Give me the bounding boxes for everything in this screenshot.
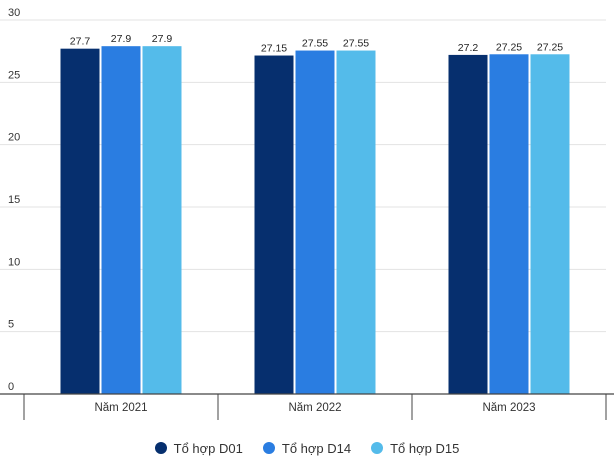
data-label: 27.15	[261, 43, 287, 55]
legend-label: Tổ hợp D01	[173, 440, 243, 456]
x-category-label: Năm 2021	[94, 402, 147, 414]
data-label: 27.9	[111, 33, 132, 45]
x-category-label: Năm 2022	[288, 402, 341, 414]
data-label: 27.2	[458, 42, 479, 54]
legend-item[interactable]: Tổ hợp D15	[371, 441, 459, 456]
data-label: 27.7	[70, 36, 91, 48]
bar-tổ-hợp-d14-0	[101, 46, 141, 395]
y-tick-label: 20	[8, 132, 20, 144]
data-label: 27.25	[537, 41, 563, 53]
bar-tổ-hợp-d01-0	[60, 48, 100, 394]
y-axis-ticks: 0 5 10 15 20 25 30	[8, 7, 20, 393]
data-label: 27.55	[343, 38, 369, 50]
data-label: 27.9	[152, 33, 173, 45]
data-label: 27.55	[302, 38, 328, 50]
legend-item[interactable]: Tổ hợp D14	[262, 440, 352, 456]
legend-label: Tổ hợp D14	[281, 440, 352, 456]
bar-tổ-hợp-d15-1	[336, 50, 376, 394]
bar-tổ-hợp-d14-2	[489, 54, 529, 395]
legend-swatch-icon	[154, 442, 167, 454]
y-tick-label: 30	[8, 7, 20, 19]
legend: Tổ hợp D01 Tổ hợp D14 Tổ hợp D15	[0, 437, 614, 459]
y-tick-label: 10	[8, 256, 20, 268]
legend-label: Tổ hợp D15	[390, 440, 460, 456]
bar-chart: 0 5 10 15 20 25 30 27.7 27.9 27.9 27.15 27.55 27.55…	[0, 7, 614, 420]
y-tick-label: 5	[8, 319, 14, 331]
bar-tổ-hợp-d01-1	[254, 55, 294, 394]
y-tick-label: 15	[8, 194, 20, 206]
data-labels: 27.7 27.9 27.9 27.15 27.55 27.55 27.2 27.25 27.2…	[70, 33, 564, 54]
legend-swatch-icon	[262, 442, 275, 454]
y-tick-label: 25	[8, 69, 20, 81]
data-label: 27.25	[496, 41, 522, 53]
bar-tổ-hợp-d15-0	[142, 46, 182, 395]
bars	[60, 46, 570, 395]
x-axis: Năm 2021 Năm 2022 Năm 2023	[0, 393, 614, 420]
legend-item[interactable]: Tổ hợp D01	[154, 440, 243, 456]
y-tick-label: 0	[8, 381, 14, 393]
bar-tổ-hợp-d15-2	[530, 54, 570, 395]
bar-tổ-hợp-d14-1	[295, 50, 335, 394]
bar-tổ-hợp-d01-2	[448, 54, 488, 394]
x-category-label: Năm 2023	[482, 402, 535, 414]
legend-swatch-icon	[371, 442, 384, 454]
